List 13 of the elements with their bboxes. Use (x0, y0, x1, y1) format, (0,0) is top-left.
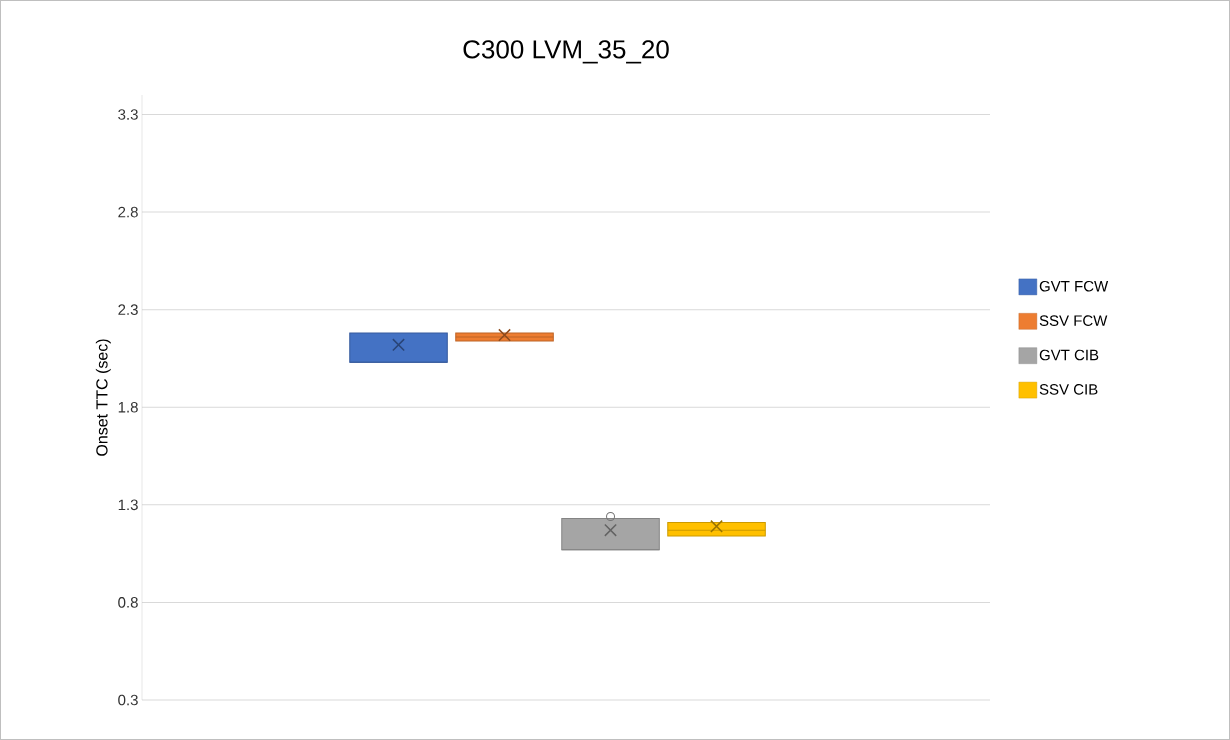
y-tick-label: 1.8 (118, 401, 138, 413)
legend-label: SSV CIB (1039, 384, 1098, 395)
y-tick-label: 1.3 (118, 499, 138, 511)
legend-label: GVT CIB (1039, 349, 1099, 361)
legend-label: GVT FCW (1039, 280, 1109, 292)
legend-label: SSV FCW (1039, 315, 1108, 326)
y-tick-label: 2.8 (118, 206, 138, 218)
chart-title: C300 LVM_35_20 (463, 40, 669, 64)
y-tick-label: 0.3 (118, 694, 138, 706)
y-tick-label: 2.3 (118, 304, 138, 315)
y-tick-label: 0.8 (118, 597, 138, 608)
y-tick-label: 3.3 (118, 109, 138, 120)
y-axis-title: Onset TTC (sec) (95, 339, 111, 456)
